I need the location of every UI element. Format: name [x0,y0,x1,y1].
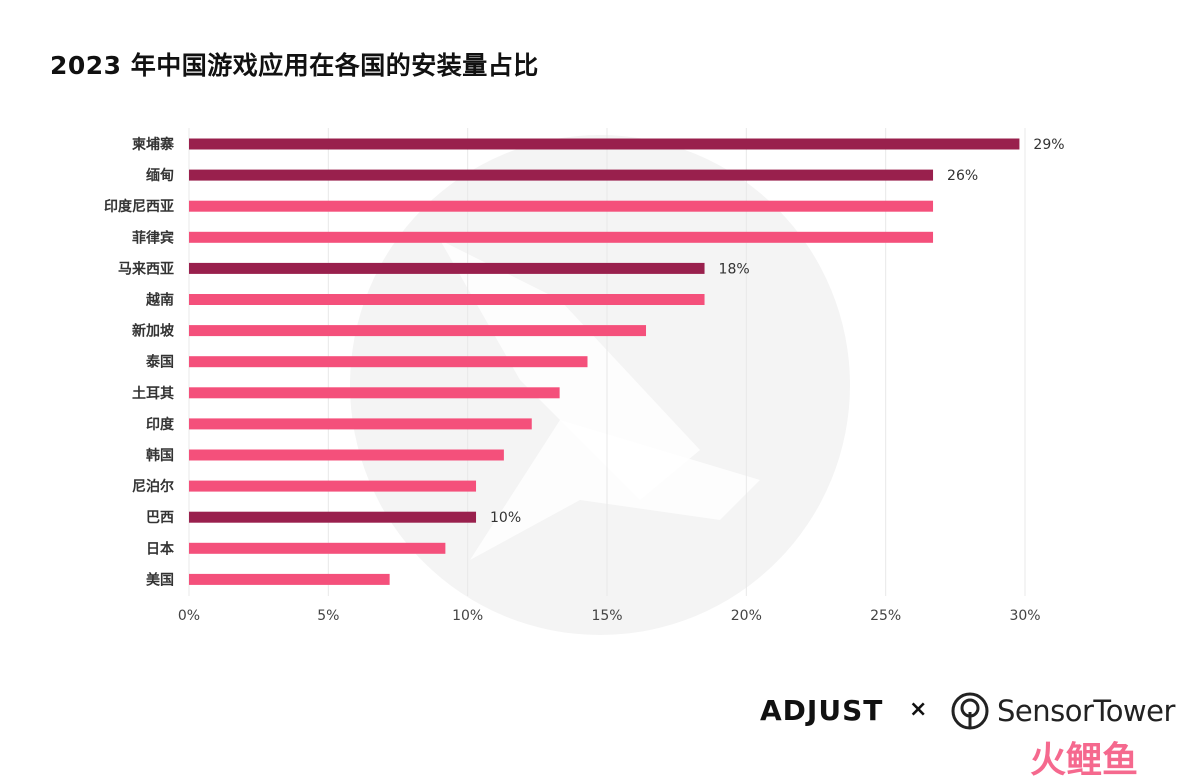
bar [189,262,705,274]
category-label: 柬埔寨 [132,136,175,153]
bar [189,418,532,430]
category-label: 土耳其 [132,385,174,402]
x-tick-label: 15% [591,608,622,624]
category-label: 菲律宾 [132,229,174,246]
sensor-tower-icon [951,692,989,730]
bar [189,138,1020,150]
category-label: 泰国 [145,354,174,371]
bar [189,356,588,368]
bar [189,325,647,337]
data-label: 29% [1033,137,1064,153]
x-tick-label: 10% [452,608,483,624]
category-label: 缅甸 [146,167,174,184]
bars [189,138,1020,585]
x-tick-label: 5% [317,608,339,624]
bar [189,573,390,585]
x-axis-ticks: 0% 5% 10% 15% 20% 25% 30% [178,608,1041,624]
bar [189,200,934,212]
brand-footer: ADJUST × SensorTower [755,688,1175,734]
bar [189,542,446,554]
category-label: 巴西 [146,510,174,526]
category-label: 日本 [146,540,175,557]
category-label: 马来西亚 [118,261,174,277]
bar [189,231,934,243]
watermark-logo: 火鲤鱼 [1030,740,1138,780]
category-label: 印度尼西亚 [104,198,174,215]
watermark-text: 火鲤鱼 [1030,740,1138,780]
chart-title: 2023 年中国游戏应用在各国的安装量占比 [50,51,539,80]
category-label: 韩国 [146,447,174,464]
times-sign: × [909,697,928,722]
x-tick-label: 25% [870,608,901,624]
data-label: 26% [947,168,978,184]
x-tick-label: 0% [178,608,200,624]
category-label: 新加坡 [132,323,175,340]
adjust-logo: ADJUST [760,694,884,727]
category-label: 越南 [145,292,174,309]
sensor-tower-logo: SensorTower [997,694,1175,728]
data-label: 18% [719,261,750,277]
data-label: 10% [490,510,521,526]
bar-chart: 柬埔寨缅甸印度尼西亚菲律宾马来西亚越南新加坡泰国土耳其印度韩国尼泊尔巴西日本美国… [104,128,1065,635]
category-label: 印度 [146,416,175,433]
category-label: 尼泊尔 [132,478,174,495]
bar [189,511,477,523]
bar [189,294,705,305]
bar [189,387,560,399]
bar [189,480,477,492]
x-tick-label: 30% [1009,608,1040,624]
category-label: 美国 [146,571,174,588]
data-labels: 29% 26% 18% 10% [490,137,1065,526]
x-tick-label: 20% [731,608,762,624]
bar [189,449,504,461]
bar [189,169,934,181]
